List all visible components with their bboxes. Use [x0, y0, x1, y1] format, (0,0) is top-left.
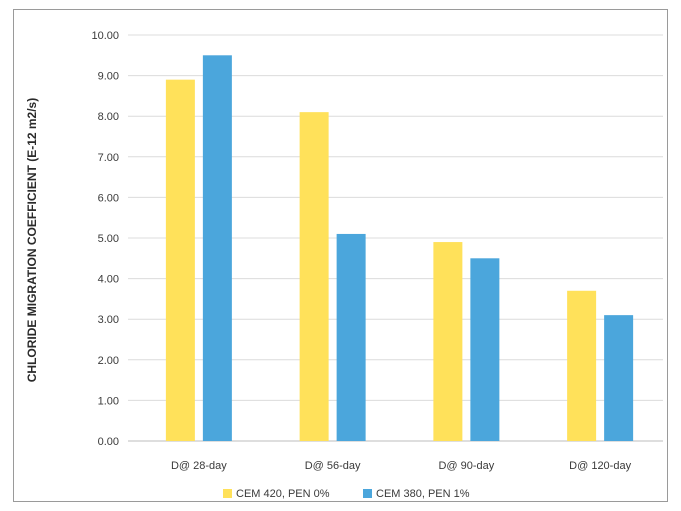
y-tick-label: 4.00 [98, 274, 119, 286]
y-tick-label: 8.00 [98, 111, 119, 123]
legend: CEM 420, PEN 0% CEM 380, PEN 1% [223, 488, 470, 500]
y-tick-label: 7.00 [98, 152, 119, 164]
bar-cem380 [336, 233, 366, 441]
x-tick-label: D@ 28-day [171, 460, 227, 472]
bar-cem380 [202, 55, 232, 442]
bars [165, 55, 634, 442]
y-axis-ticks: 0.00 1.00 2.00 3.00 4.00 5.00 6.00 7.00 8.00 9.00… [91, 30, 119, 448]
y-tick-label: 6.00 [98, 192, 119, 204]
y-tick-label: 2.00 [98, 355, 119, 367]
legend-swatch [223, 489, 232, 498]
y-tick-label: 10.00 [91, 30, 119, 42]
y-tick-label: 1.00 [98, 395, 119, 407]
bar-cem420 [567, 290, 597, 441]
x-tick-label: D@ 56-day [305, 460, 361, 472]
bar-cem380 [470, 258, 500, 441]
x-axis-ticks: D@ 28-day D@ 56-day D@ 90-day D@ 120-day [171, 460, 632, 472]
y-tick-label: 3.00 [98, 314, 119, 326]
y-tick-label: 0.00 [98, 436, 119, 448]
x-tick-label: D@ 90-day [438, 460, 494, 472]
legend-label: CEM 380, PEN 1% [376, 488, 470, 500]
bar-cem420 [299, 112, 329, 441]
legend-swatch [363, 489, 372, 498]
y-tick-label: 9.00 [98, 71, 119, 83]
y-tick-label: 5.00 [98, 233, 119, 245]
bar-cem420 [433, 242, 463, 441]
y-axis-label: CHLORIDE MIGRATION COEFFICIENT (E-12 m2/… [25, 98, 39, 382]
bar-cem380 [604, 315, 634, 441]
x-tick-label: D@ 120-day [569, 460, 631, 472]
bar-cem420 [165, 79, 195, 441]
legend-label: CEM 420, PEN 0% [236, 488, 330, 500]
